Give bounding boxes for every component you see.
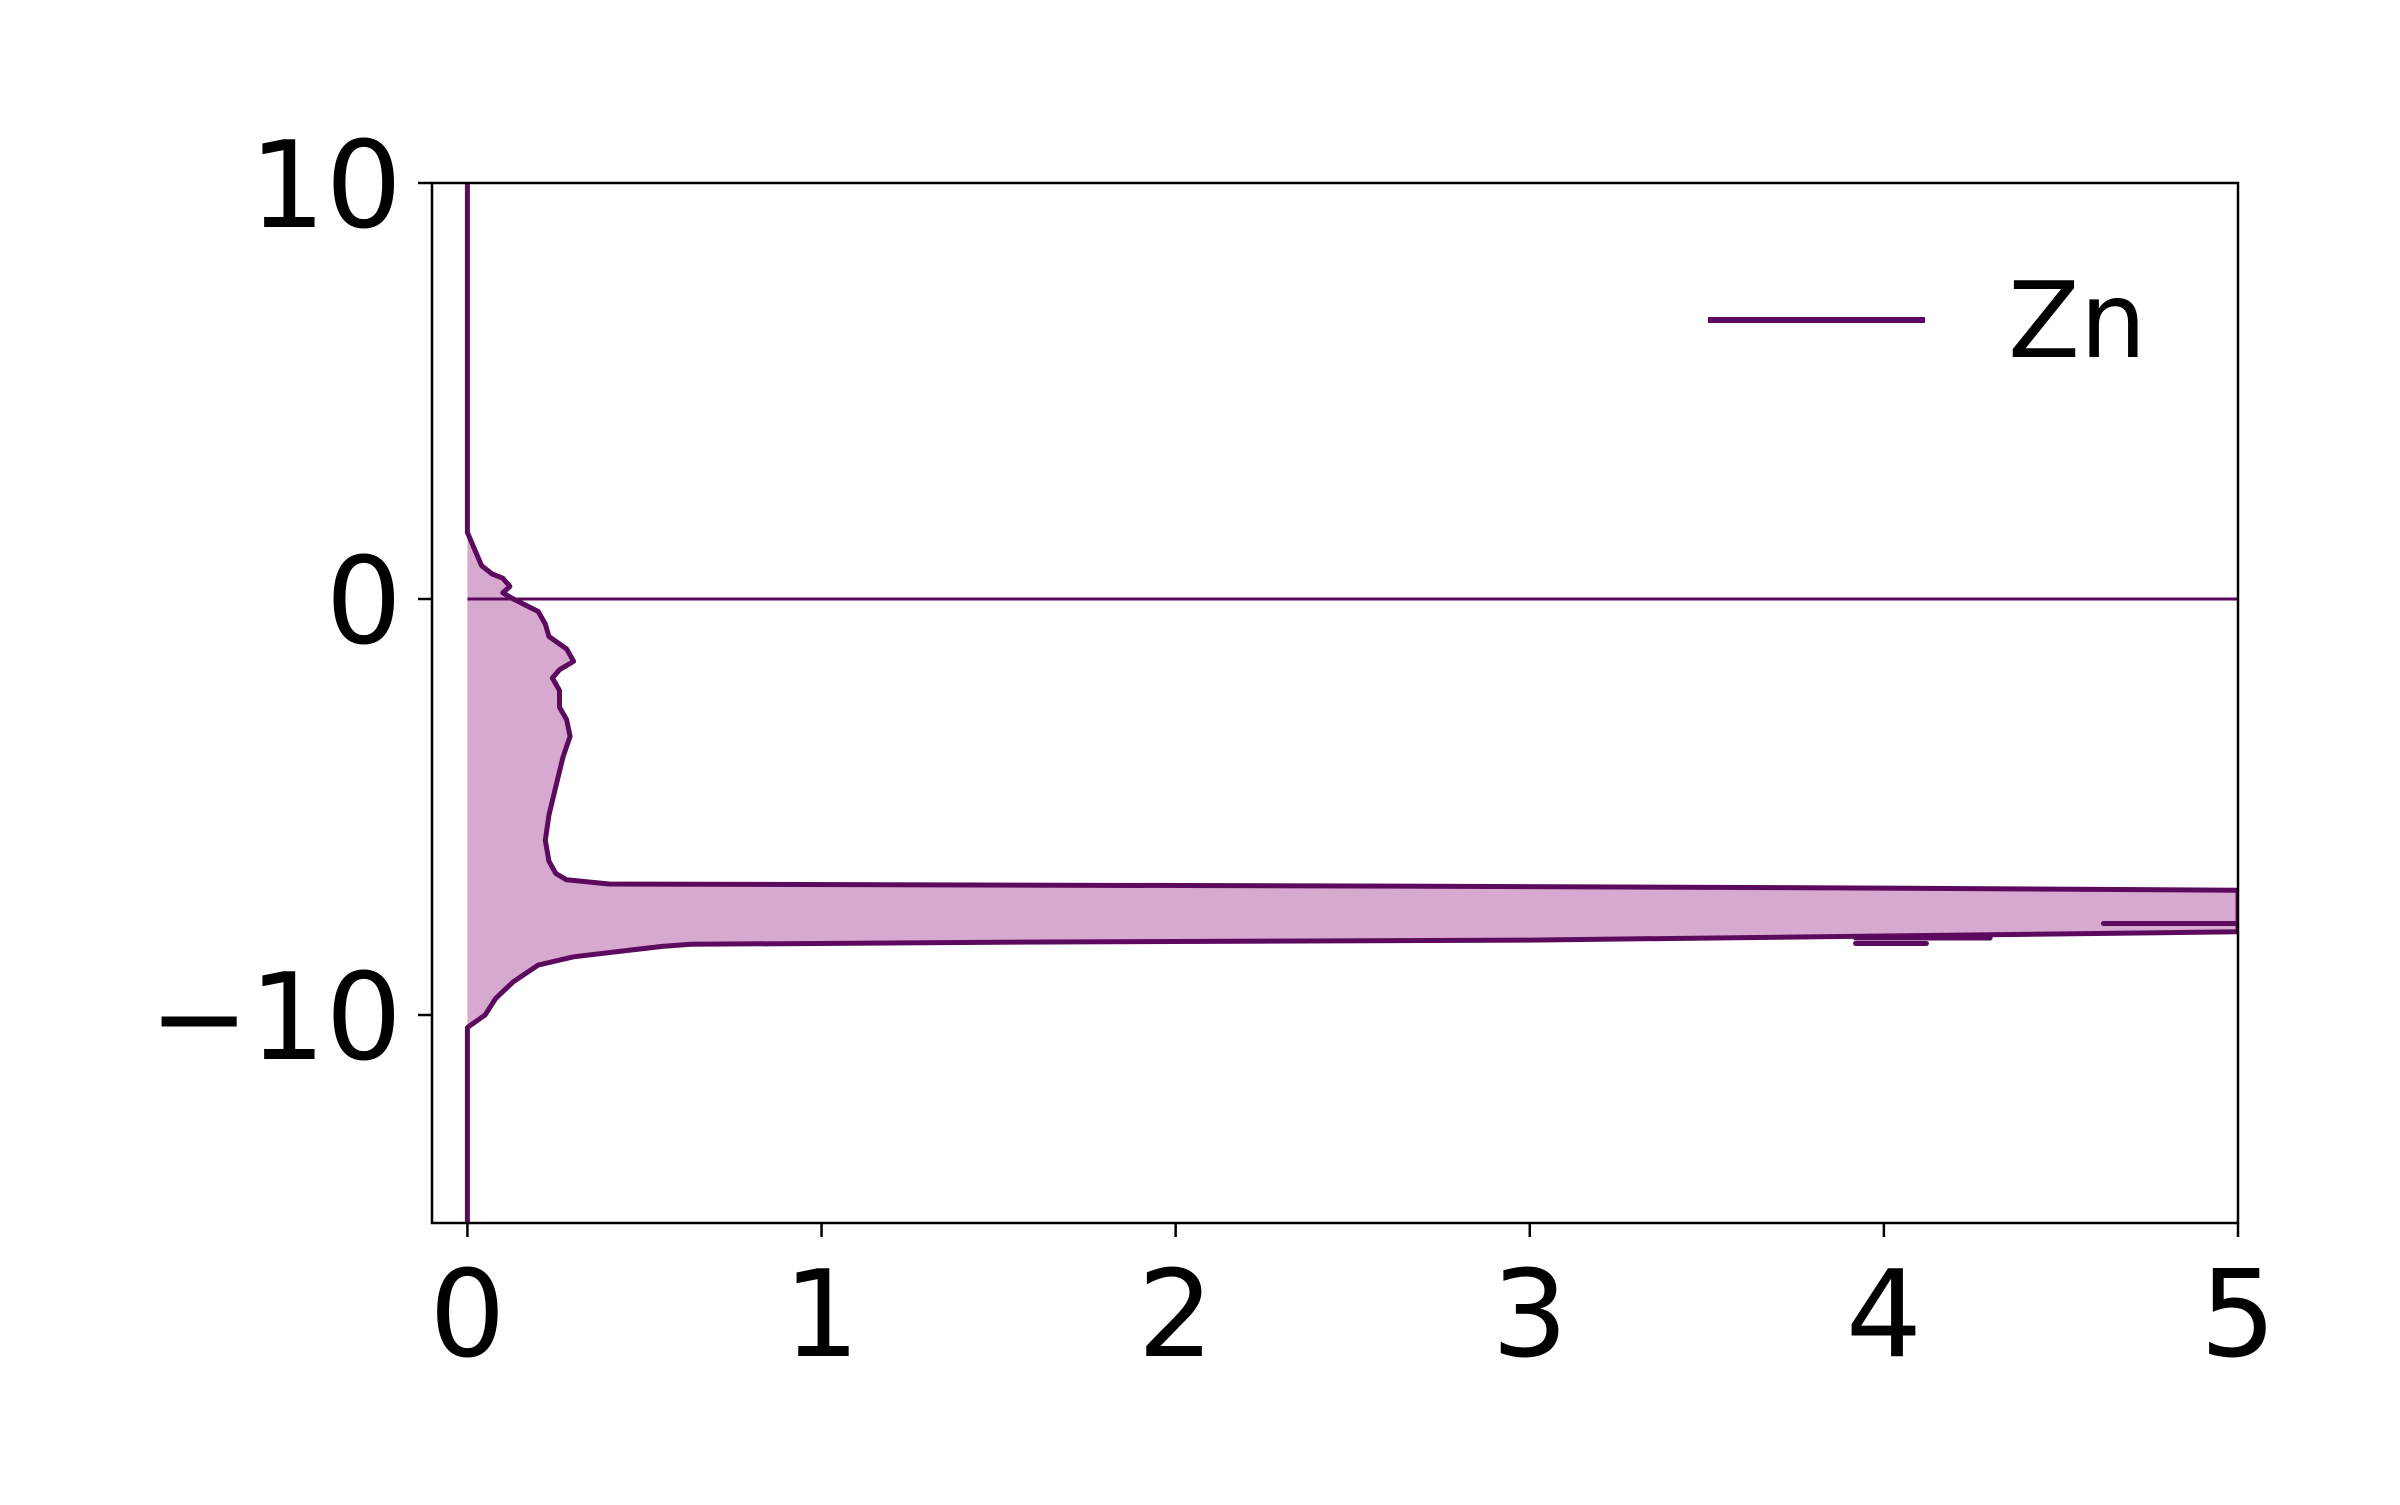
x-tick-label-3: 3 xyxy=(1492,1246,1568,1385)
series-line-zn xyxy=(464,183,2238,1223)
axes-frame xyxy=(430,181,2240,1225)
x-tick-label-5: 5 xyxy=(2200,1246,2276,1385)
y-tick-label--10: −10 xyxy=(149,949,402,1088)
x-tick-label-4: 4 xyxy=(1846,1246,1922,1385)
legend: Zn xyxy=(1708,260,2146,382)
plot-area xyxy=(464,183,2238,1223)
plot-clipped-group xyxy=(464,183,2238,1223)
x-tick-label-1: 1 xyxy=(783,1246,859,1385)
x-tick-label-2: 2 xyxy=(1137,1246,1213,1385)
legend-label-zn: Zn xyxy=(2008,260,2146,382)
axes: 0 1 2 3 4 5 −10 0 10 xyxy=(149,117,2276,1385)
y-tick-label-0: 0 xyxy=(326,533,402,672)
x-tick-label-0: 0 xyxy=(429,1246,505,1385)
density-fill-zn xyxy=(467,183,2238,1223)
y-tick-label-10: 10 xyxy=(249,117,402,256)
